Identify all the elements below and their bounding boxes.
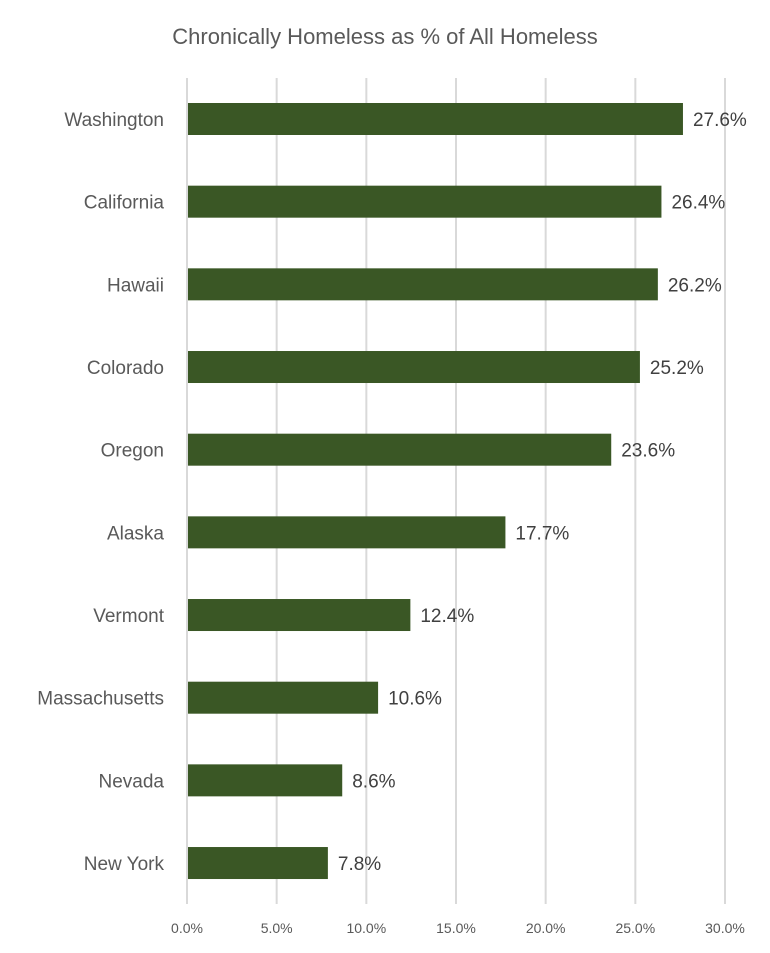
category-label: Hawaii xyxy=(107,275,164,296)
category-label: Oregon xyxy=(101,441,164,462)
category-label: Vermont xyxy=(93,606,164,627)
x-tick-label: 5.0% xyxy=(261,920,293,936)
bar xyxy=(188,516,506,549)
x-axis: 0.0% 5.0% 10.0% 15.0% 20.0% 25.0% 30.0% xyxy=(171,920,745,936)
data-label: 26.2% xyxy=(668,275,722,296)
data-label: 26.4% xyxy=(671,193,725,214)
data-label: 25.2% xyxy=(650,358,704,379)
category-label: California xyxy=(84,193,165,214)
bar xyxy=(188,433,612,466)
data-label: 8.6% xyxy=(352,771,395,792)
bar xyxy=(188,599,411,632)
bars: Washington 27.6% California 26.4% Hawaii 26.2… xyxy=(37,103,747,880)
x-tick-label: 10.0% xyxy=(346,920,386,936)
x-tick-label: 20.0% xyxy=(526,920,566,936)
bar xyxy=(188,351,640,384)
x-tick-label: 25.0% xyxy=(615,920,655,936)
chart-title: Chronically Homeless as % of All Homeles… xyxy=(172,24,598,49)
category-label: Nevada xyxy=(99,771,165,792)
x-tick-label: 0.0% xyxy=(171,920,203,936)
category-label: New York xyxy=(84,854,165,875)
bar xyxy=(188,268,658,301)
data-label: 27.6% xyxy=(693,110,747,131)
data-label: 10.6% xyxy=(388,689,442,710)
data-label: 23.6% xyxy=(621,441,675,462)
category-label: Washington xyxy=(64,110,164,131)
bar xyxy=(188,103,683,135)
category-label: Alaska xyxy=(107,523,164,544)
x-tick-label: 30.0% xyxy=(705,920,745,936)
bar xyxy=(188,681,379,714)
category-label: Massachusetts xyxy=(37,689,164,710)
bar xyxy=(188,764,343,797)
bar xyxy=(188,847,328,880)
data-label: 7.8% xyxy=(338,854,381,875)
x-tick-label: 15.0% xyxy=(436,920,476,936)
category-label: Colorado xyxy=(87,358,164,379)
data-label: 17.7% xyxy=(515,523,569,544)
data-label: 12.4% xyxy=(420,606,474,627)
bar xyxy=(188,185,662,218)
